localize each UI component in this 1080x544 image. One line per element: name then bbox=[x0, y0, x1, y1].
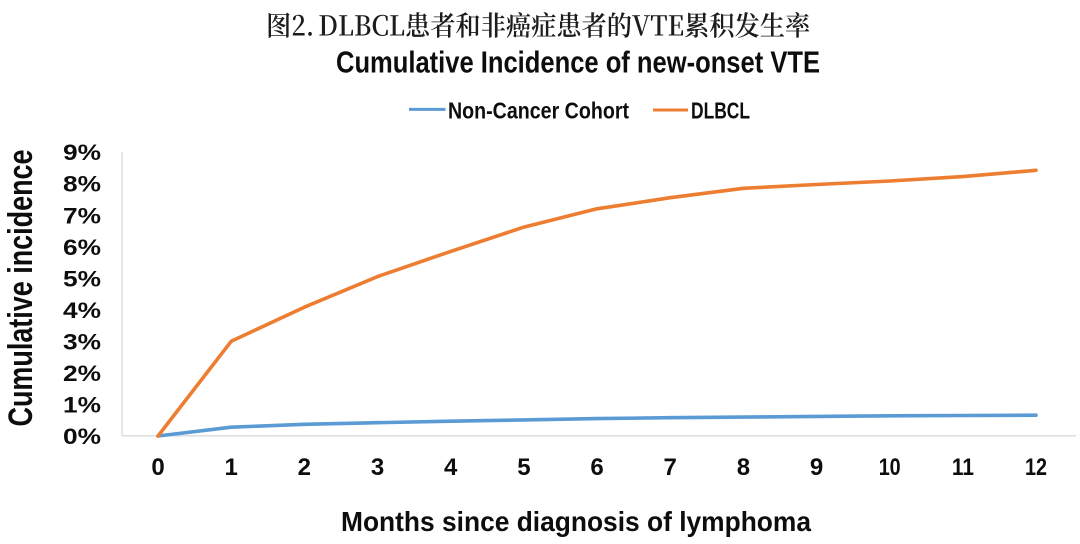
svg-text:2: 2 bbox=[298, 454, 311, 481]
svg-text:9: 9 bbox=[810, 454, 823, 481]
svg-text:1%: 1% bbox=[63, 393, 101, 418]
svg-text:2%: 2% bbox=[63, 361, 101, 386]
svg-text:Non-Cancer Cohort: Non-Cancer Cohort bbox=[448, 98, 629, 124]
svg-text:4%: 4% bbox=[63, 298, 101, 323]
svg-text:8%: 8% bbox=[63, 172, 101, 197]
svg-text:Cumulative incidence: Cumulative incidence bbox=[2, 150, 40, 427]
svg-text:9%: 9% bbox=[63, 140, 101, 165]
svg-text:1: 1 bbox=[225, 454, 238, 481]
svg-text:11: 11 bbox=[952, 454, 974, 481]
svg-text:5: 5 bbox=[517, 454, 530, 481]
svg-text:6%: 6% bbox=[63, 235, 101, 260]
svg-text:4: 4 bbox=[444, 454, 458, 481]
svg-text:8: 8 bbox=[737, 454, 750, 481]
svg-text:3: 3 bbox=[371, 454, 384, 481]
svg-text:Cumulative Incidence of new-on: Cumulative Incidence of new-onset VTE bbox=[336, 45, 820, 80]
svg-text:6: 6 bbox=[590, 454, 603, 481]
svg-text:0: 0 bbox=[151, 454, 164, 481]
svg-text:DLBCL: DLBCL bbox=[691, 98, 750, 124]
svg-text:Months since diagnosis of lymp: Months since diagnosis of lymphoma bbox=[341, 506, 811, 537]
svg-text:7%: 7% bbox=[63, 203, 101, 228]
svg-text:10: 10 bbox=[879, 454, 901, 481]
svg-text:0%: 0% bbox=[63, 424, 101, 449]
svg-text:12: 12 bbox=[1025, 454, 1047, 481]
svg-text:7: 7 bbox=[664, 454, 677, 481]
svg-text:5%: 5% bbox=[63, 266, 101, 291]
svg-text:3%: 3% bbox=[63, 330, 101, 355]
